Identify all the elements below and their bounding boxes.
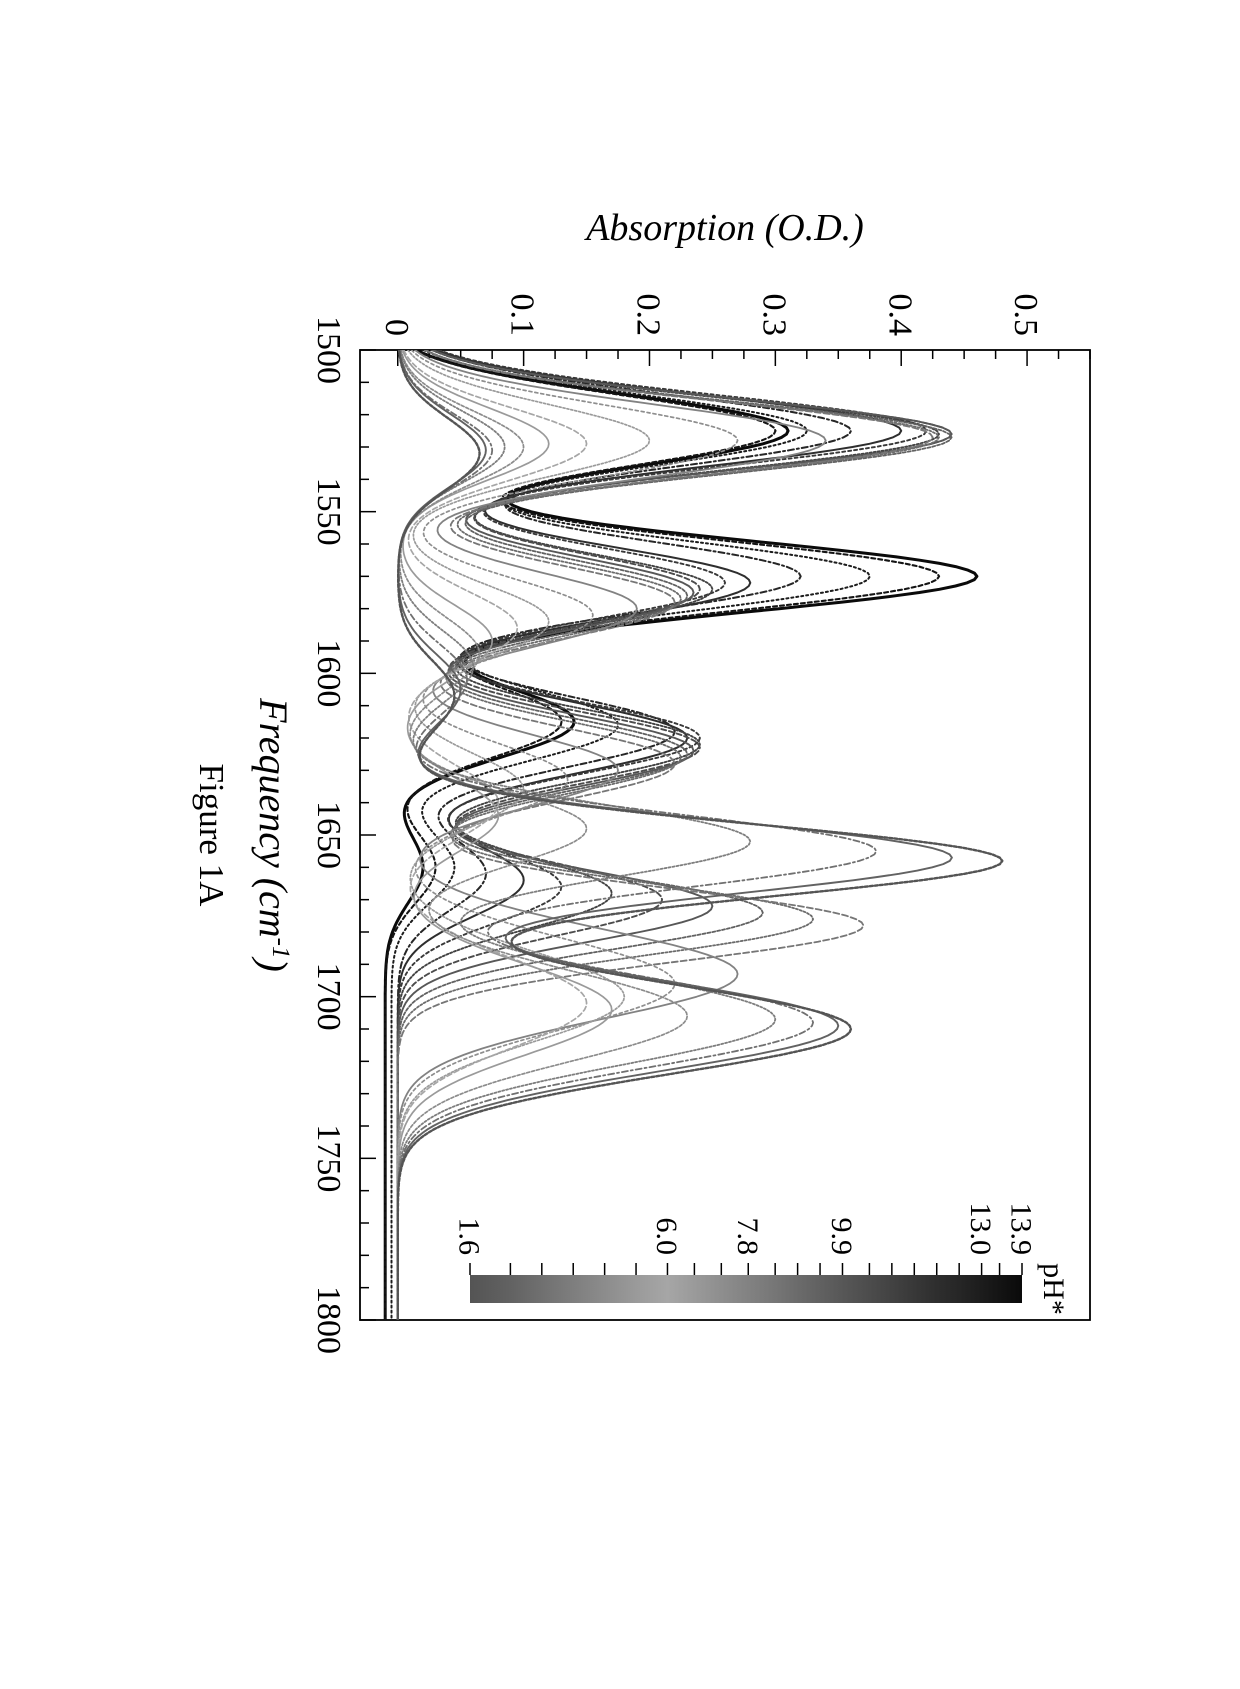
spectrum-line xyxy=(398,350,1003,1320)
legend-tick-label: 13.0 xyxy=(964,1202,997,1255)
y-tick-label: 0.5 xyxy=(1007,293,1044,336)
spectrum-line xyxy=(398,350,952,1320)
legend-tick-label: 13.9 xyxy=(1005,1202,1038,1255)
y-axis: 0 0.1 0.2 0.3 0.4 0.5 xyxy=(378,293,1090,366)
y-axis-title: Absorption (O.D.) xyxy=(583,207,864,249)
legend-tick-label: 6.0 xyxy=(650,1217,683,1255)
x-tick-label: 1650 xyxy=(310,801,347,869)
x-tick-label: 1550 xyxy=(310,477,347,545)
x-tick-label: 1750 xyxy=(310,1124,347,1192)
y-tick-label: 0.4 xyxy=(881,293,918,336)
spectrum-line xyxy=(398,350,952,1320)
colorbar-rect xyxy=(470,1275,1022,1303)
spectrum-line xyxy=(398,350,952,1320)
x-axis-title: Frequency (cm-1) xyxy=(251,697,296,972)
ph-colorbar: pH* 13.913.0 9.9 7.8 6.0 1.6 xyxy=(453,1202,1071,1314)
legend-tick-label: 9.9 xyxy=(825,1217,858,1255)
x-tick-label: 1600 xyxy=(310,639,347,707)
spectra-chart: 1500 1550 1600 1650 1700 1750 1800 Frequency (c… xyxy=(110,155,1130,1535)
x-tick-label: 1500 xyxy=(310,316,347,384)
legend-tick-label: 7.8 xyxy=(731,1217,764,1255)
spectrum-line xyxy=(398,350,952,1320)
y-tick-label: 0 xyxy=(378,319,415,336)
y-tick-label: 0.1 xyxy=(504,293,541,336)
x-tick-label: 1800 xyxy=(310,1286,347,1354)
figure-caption: Figure 1A xyxy=(192,763,231,907)
plot-frame xyxy=(360,350,1090,1320)
x-tick-label: 1700 xyxy=(310,962,347,1030)
spectrum-line xyxy=(398,350,877,1320)
y-tick-label: 0.3 xyxy=(755,293,792,336)
legend-title: pH* xyxy=(1037,1263,1070,1315)
spectra-series xyxy=(385,350,1002,1320)
y-tick-label: 0.2 xyxy=(630,293,667,336)
legend-tick-label: 1.6 xyxy=(453,1217,486,1255)
x-axis: 1500 1550 1600 1650 1700 1750 1800 xyxy=(310,316,376,1354)
